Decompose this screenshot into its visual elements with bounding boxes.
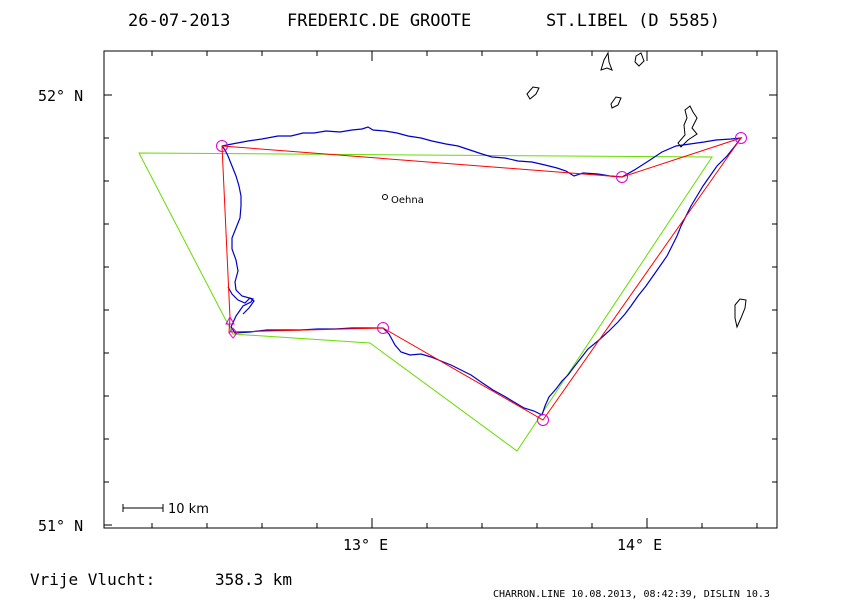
bottom-ticks [151, 518, 758, 528]
right-ticks [769, 94, 777, 483]
left-ticks [104, 94, 112, 526]
lon-label-14: 14° E [617, 536, 662, 554]
distance-value: 358.3 km [215, 570, 292, 589]
pilot-name: FREDERIC.DE GROOTE [287, 11, 471, 31]
distance-label: Vrije Vlucht: [30, 570, 155, 589]
scale-label: 10 km [168, 502, 209, 517]
lat-label-51: 51° N [38, 517, 83, 535]
turnpoint-1 [216, 140, 228, 152]
flight-track-detail [227, 286, 255, 315]
turnpoint-5 [377, 322, 389, 334]
flight-track [221, 126, 743, 416]
turnpoint-2 [616, 171, 628, 183]
top-ticks [151, 51, 758, 61]
map-frame [103, 50, 778, 529]
start-triangle [225, 315, 235, 325]
place-label: Oehna [391, 195, 424, 206]
coastline [526, 51, 747, 329]
finish-diamond [228, 327, 238, 339]
scale-bar [122, 504, 164, 512]
lon-label-13: 13° E [343, 536, 388, 554]
area-polygon [138, 152, 713, 452]
turnpoint-4 [537, 414, 549, 426]
flight-date: 26-07-2013 [128, 11, 230, 31]
place-marker [382, 194, 388, 200]
glider-name: ST.LIBEL (D 5585) [546, 11, 720, 31]
task-route [221, 137, 743, 421]
turnpoint-3 [735, 132, 747, 144]
lat-label-52: 52° N [38, 87, 83, 105]
turnpoints [216, 132, 747, 426]
program-info: CHARRON.LINE 10.08.2013, 08:42:39, DISLI… [493, 589, 770, 600]
